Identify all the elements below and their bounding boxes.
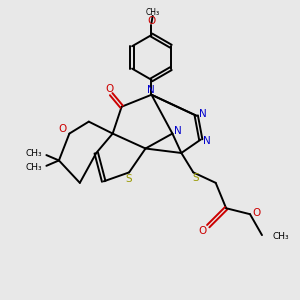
Text: S: S <box>126 174 132 184</box>
Text: O: O <box>199 226 207 236</box>
Text: N: N <box>174 126 182 136</box>
Text: O: O <box>59 124 67 134</box>
Text: N: N <box>147 85 155 95</box>
Text: CH₃: CH₃ <box>26 163 43 172</box>
Text: O: O <box>147 16 156 26</box>
Text: N: N <box>199 109 207 119</box>
Text: O: O <box>106 84 114 94</box>
Text: O: O <box>253 208 261 218</box>
Text: CH₃: CH₃ <box>146 8 160 17</box>
Text: N: N <box>203 136 211 146</box>
Text: S: S <box>192 173 199 183</box>
Text: CH₃: CH₃ <box>26 149 43 158</box>
Text: CH₃: CH₃ <box>272 232 289 241</box>
